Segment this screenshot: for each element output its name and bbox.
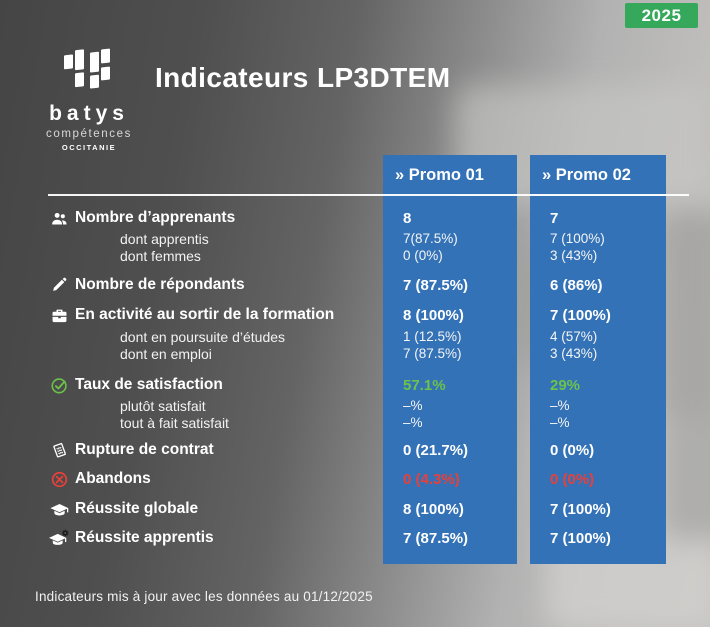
indicator-label: plutôt satisfait [120, 397, 206, 414]
x-circle-icon [46, 467, 72, 491]
indicator-row: En activité au sortir de la formation 8 (… [0, 303, 710, 327]
indicator-row: Taux de satisfaction 57.1% 29% [0, 373, 710, 397]
value-promo-01: 0 (4.3%) [403, 470, 460, 488]
briefcase-icon [46, 303, 72, 327]
indicator-label: Réussite apprentis [75, 529, 214, 546]
indicator-label: dont en emploi [120, 345, 212, 362]
value-promo-01: 7 (87.5%) [403, 346, 462, 361]
update-note: Indicateurs mis à jour avec les données … [35, 589, 373, 604]
value-promo-02: 7 [550, 209, 559, 227]
people-icon [46, 206, 72, 230]
indicator-label: dont femmes [120, 247, 201, 264]
indicator-label: Réussite globale [75, 500, 199, 517]
value-promo-02: 3 (43%) [550, 346, 598, 361]
indicator-row: dont en emploi 7 (87.5%) 3 (43%) [0, 345, 710, 362]
value-promo-01: 7(87.5%) [403, 231, 458, 246]
grad-cap-gear-icon [46, 526, 72, 550]
indicator-row: Réussite apprentis 7 (87.5%) 7 (100%) [0, 526, 710, 550]
indicator-label: Abandons [75, 470, 151, 487]
value-promo-01: 8 (100%) [403, 500, 464, 518]
indicator-row: Rupture de contrat 0 (21.7%) 0 (0%) [0, 438, 710, 462]
indicator-label: dont apprentis [120, 230, 209, 247]
indicator-row: dont en poursuite d’études 1 (12.5%) 4 (57… [0, 328, 710, 345]
indicator-row: plutôt satisfait –% –% [0, 397, 710, 414]
brand-region: OCCITANIE [61, 143, 117, 152]
indicator-label: dont en poursuite d’études [120, 328, 286, 345]
value-promo-01: 7 (87.5%) [403, 276, 469, 294]
indicator-row: dont apprentis 7(87.5%) 7 (100%) [0, 230, 710, 247]
value-promo-01: 0 (21.7%) [403, 441, 469, 459]
value-promo-01: 7 (87.5%) [403, 529, 469, 547]
brand-name: batys [49, 102, 129, 125]
brand-logo: batys compétences OCCITANIE [44, 46, 134, 152]
indicator-label: Nombre d’apprenants [75, 209, 236, 226]
value-promo-02: –% [550, 398, 570, 413]
value-promo-02: –% [550, 415, 570, 430]
indicator-label: Nombre de répondants [75, 276, 245, 293]
promo-01-panel [383, 196, 517, 564]
value-promo-02: 6 (86%) [550, 276, 603, 294]
promo-02-header: » Promo 02 [530, 155, 666, 195]
background-photo-dark-column [660, 210, 710, 540]
indicator-row: Réussite globale 8 (100%) 7 (100%) [0, 497, 710, 521]
year-badge: 2025 [625, 3, 698, 28]
promo-01-header: » Promo 01 [383, 155, 517, 195]
indicator-row: dont femmes 0 (0%) 3 (43%) [0, 247, 710, 264]
value-promo-01: 8 (100%) [403, 306, 464, 324]
promo-02-panel [530, 196, 666, 564]
value-promo-01: 8 [403, 209, 412, 227]
page-title: Indicateurs LP3DTEM [155, 62, 451, 93]
value-promo-02: 4 (57%) [550, 329, 598, 344]
value-promo-02: 3 (43%) [550, 248, 598, 263]
value-promo-01: 57.1% [403, 376, 446, 394]
value-promo-02: 7 (100%) [550, 231, 605, 246]
batys-logo-icon [64, 48, 110, 89]
value-promo-02: 7 (100%) [550, 500, 611, 518]
value-promo-01: 0 (0%) [403, 248, 443, 263]
indicator-row: Nombre d’apprenants 8 7 [0, 206, 710, 230]
indicator-row: Nombre de répondants 7 (87.5%) 6 (86%) [0, 273, 710, 297]
value-promo-01: –% [403, 398, 423, 413]
brand-tagline: compétences [46, 128, 132, 140]
value-promo-01: 1 (12.5%) [403, 329, 462, 344]
value-promo-02: 7 (100%) [550, 306, 611, 324]
check-circle-icon [46, 373, 72, 397]
value-promo-02: 29% [550, 376, 581, 394]
header-divider-line [48, 194, 689, 196]
indicator-row: tout à fait satisfait –% –% [0, 414, 710, 431]
indicator-row: Abandons 0 (4.3%) 0 (0%) [0, 467, 710, 491]
indicator-label: Taux de satisfaction [75, 376, 223, 393]
indicator-label: tout à fait satisfait [120, 414, 229, 431]
value-promo-01: –% [403, 415, 423, 430]
value-promo-02: 7 (100%) [550, 529, 611, 547]
grad-cap-icon [46, 497, 72, 521]
value-promo-02: 0 (0%) [550, 470, 595, 488]
indicator-label: En activité au sortir de la formation [75, 306, 335, 323]
pen-icon [46, 273, 72, 297]
indicator-label: Rupture de contrat [75, 441, 214, 458]
value-promo-02: 0 (0%) [550, 441, 595, 459]
contract-break-icon [46, 438, 72, 462]
